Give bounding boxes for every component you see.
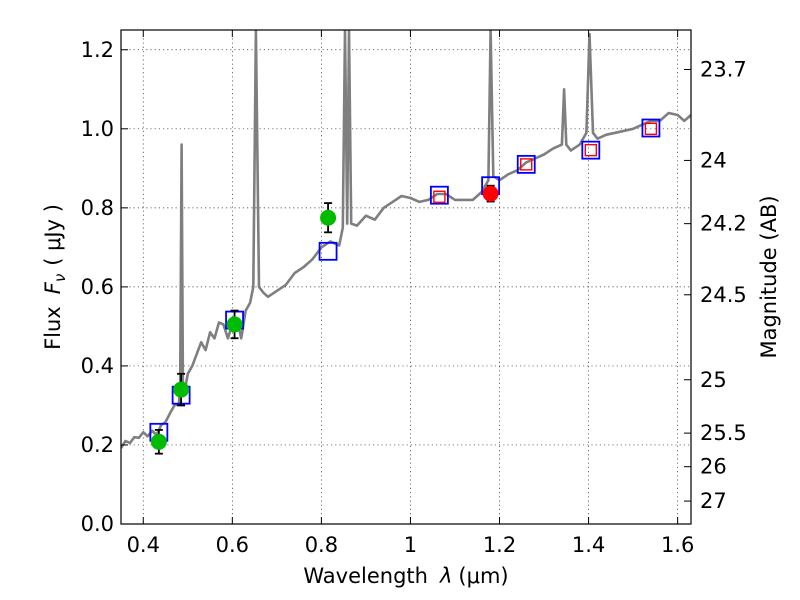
hst-photometry-point <box>150 433 167 450</box>
spectrum-line <box>121 30 691 449</box>
y-tick-label: 0.4 <box>81 354 114 378</box>
y-axis-label: FluxFν( μJy ) <box>41 204 69 350</box>
grid-lines <box>121 30 691 525</box>
model-photometry-square <box>581 140 601 160</box>
right-axis-label: Magnitude (AB) <box>757 195 781 358</box>
y-tick-label: 0.6 <box>81 275 114 299</box>
model-photometry-square <box>429 185 449 205</box>
x-tick-label: 0.6 <box>216 533 249 557</box>
hst-photometry-point <box>173 381 190 398</box>
tick-marks <box>121 30 691 525</box>
x-tick-label: 0.4 <box>127 533 160 557</box>
plot-frame <box>120 29 692 525</box>
model-photometry-square <box>318 241 338 261</box>
x-tick-label: 1.4 <box>572 533 605 557</box>
right-tick-label: 25 <box>700 368 727 392</box>
x-tick-label: 1 <box>404 533 417 557</box>
model-photometry-square <box>516 154 536 174</box>
y-tick-label: 0.2 <box>81 433 114 457</box>
x-tick-label: 1.6 <box>661 533 694 557</box>
right-tick-label: 24.5 <box>700 283 747 307</box>
right-tick-label: 24 <box>700 148 727 172</box>
ir-photometry-square <box>644 122 658 136</box>
y-tick-label: 0.0 <box>81 512 114 536</box>
x-axis-label: Wavelength λ (μm) <box>303 564 508 588</box>
hst-photometry-point <box>226 316 243 333</box>
y-tick-label: 1.0 <box>81 117 114 141</box>
right-tick-label: 25.5 <box>700 421 747 445</box>
y-tick-label: 0.8 <box>81 196 114 220</box>
y-tick-label: 1.2 <box>81 38 114 62</box>
x-tick-label: 1.2 <box>483 533 516 557</box>
ir-photometry-square <box>584 143 598 157</box>
spectrum-layer <box>121 30 691 449</box>
right-tick-label: 24.2 <box>700 212 747 236</box>
hst-photometry-point <box>320 209 337 226</box>
tick-labels: 0.4 0.6 0.8 1 1.2 1.4 1.6 0.0 0.2 0.4 0.6 0.8 1.0 1.2… <box>81 38 747 557</box>
x-tick-label: 0.8 <box>305 533 338 557</box>
right-tick-label: 23.7 <box>700 58 747 82</box>
right-tick-label: 27 <box>700 489 727 513</box>
marker-layer <box>149 118 661 455</box>
ir-photometry-square <box>433 190 446 203</box>
ir-photometry-square <box>520 158 533 171</box>
model-photometry-square <box>641 118 661 138</box>
right-tick-label: 26 <box>700 455 727 479</box>
ground-photometry-point <box>482 185 499 202</box>
